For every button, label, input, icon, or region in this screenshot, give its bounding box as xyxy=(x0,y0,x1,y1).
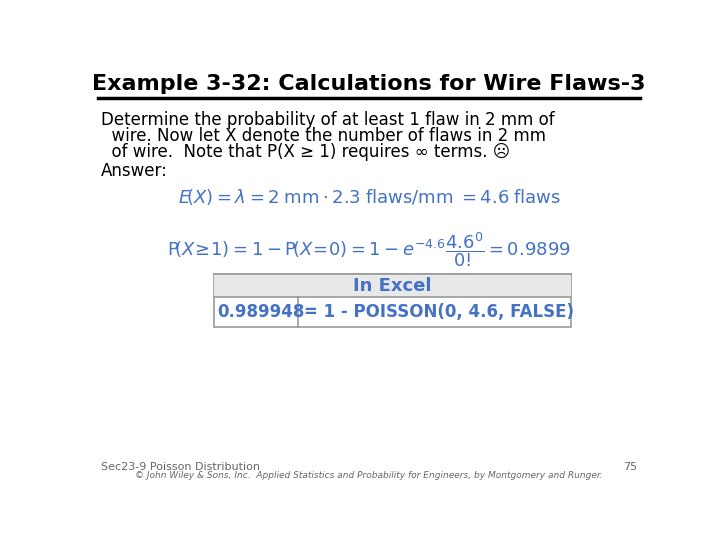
Text: 0.989948: 0.989948 xyxy=(217,303,305,321)
Text: In Excel: In Excel xyxy=(353,277,431,295)
Bar xyxy=(214,274,570,327)
Text: Example 3-32: Calculations for Wire Flaws-3: Example 3-32: Calculations for Wire Flaw… xyxy=(92,74,646,94)
Text: wire. Now let X denote the number of flaws in 2 mm: wire. Now let X denote the number of fla… xyxy=(101,127,546,145)
Text: 75: 75 xyxy=(623,462,637,472)
Bar xyxy=(214,274,570,298)
Text: = 1 - POISSON(0, 4.6, FALSE): = 1 - POISSON(0, 4.6, FALSE) xyxy=(304,303,574,321)
Text: of wire.  Note that P(X ≥ 1) requires ∞ terms. ☹: of wire. Note that P(X ≥ 1) requires ∞ t… xyxy=(101,143,510,161)
Text: Sec23-9 Poisson Distribution: Sec23-9 Poisson Distribution xyxy=(101,462,260,472)
Text: $E\!\left(X\right)=\lambda=2\;\mathrm{mm}\cdot2.3\;\mathrm{flaws/mm}\;{=}4.6\;\m: $E\!\left(X\right)=\lambda=2\;\mathrm{mm… xyxy=(178,187,560,207)
Text: Answer:: Answer: xyxy=(101,162,168,180)
Text: © John Wiley & Sons, Inc.  Applied Statistics and Probability for Engineers, by : © John Wiley & Sons, Inc. Applied Statis… xyxy=(135,471,603,480)
Text: Determine the probability of at least 1 flaw in 2 mm of: Determine the probability of at least 1 … xyxy=(101,111,554,129)
Text: $\mathrm{P}\!\left(X\!\geq\!1\right)=1-\mathrm{P}\!\left(X\!=\!0\right)=1-e^{-4.: $\mathrm{P}\!\left(X\!\geq\!1\right)=1-\… xyxy=(167,230,571,269)
